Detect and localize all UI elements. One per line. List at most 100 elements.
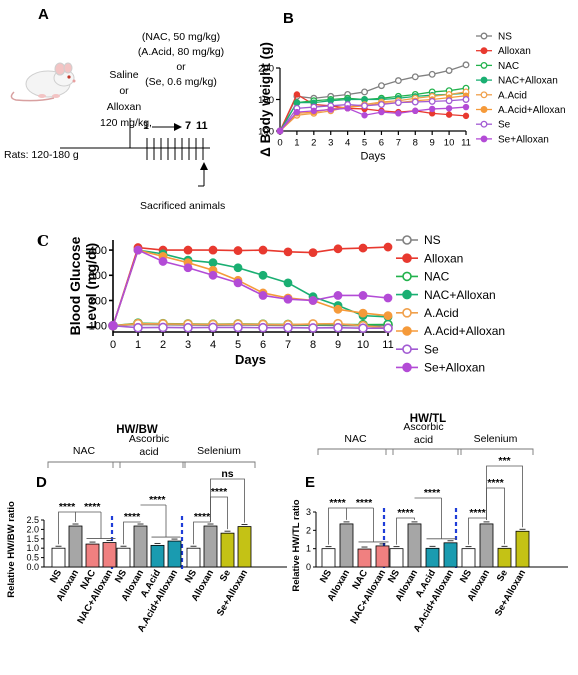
bar <box>375 545 390 568</box>
timeline-diagram <box>60 118 210 187</box>
series-line-se-alloxan <box>279 106 467 132</box>
x-tick-label: 8 <box>310 339 316 351</box>
data-point <box>378 101 385 108</box>
bar <box>116 547 131 568</box>
bar <box>321 548 336 568</box>
y-tick-label: 2 <box>306 525 311 535</box>
x-tick-label: 6 <box>379 138 384 149</box>
x-tick-label: 4 <box>210 339 216 351</box>
x-tick-label: 9 <box>430 138 435 149</box>
x-tick-label: NS <box>386 568 402 585</box>
x-tick-label: 5 <box>235 339 241 351</box>
significance-label: **** <box>397 507 414 519</box>
x-tick-label: 0 <box>277 138 282 149</box>
day-11-label: 11 <box>196 120 208 132</box>
data-point <box>233 278 243 288</box>
bar <box>497 547 512 568</box>
data-point <box>411 73 419 81</box>
legend-entry: Se+Alloxan <box>498 134 549 145</box>
x-tick-label: 6 <box>260 339 266 351</box>
significance-bracket <box>396 517 415 545</box>
significance-label: ns <box>221 468 233 480</box>
panel-letter-e: E <box>305 474 316 491</box>
x-tick-label: 7 <box>396 138 401 149</box>
panel-letter-d: D <box>36 474 47 491</box>
y-tick-label: 200 <box>89 295 107 307</box>
legend-marker <box>480 47 488 55</box>
timeline-ticks <box>146 138 204 160</box>
data-point <box>158 257 168 266</box>
y-tick-label: 100 <box>89 321 107 333</box>
data-point <box>283 278 293 288</box>
data-point <box>383 323 393 334</box>
y-tick-label: 0.5 <box>26 553 39 563</box>
y-tick-label: 300 <box>89 270 107 282</box>
data-point <box>333 244 343 254</box>
legend-entry: Alloxan <box>498 46 531 57</box>
x-tick-label: NS <box>183 568 199 585</box>
data-point <box>395 110 402 117</box>
significance-bracket <box>328 507 347 545</box>
data-point <box>310 107 318 115</box>
x-tick-label: 10 <box>357 339 369 351</box>
data-point <box>258 245 268 255</box>
data-point <box>208 322 218 333</box>
data-point <box>462 103 470 111</box>
series-line-ns <box>279 64 467 132</box>
data-point <box>361 102 368 110</box>
data-point <box>258 270 268 280</box>
legend-entry: A.Acid <box>498 90 527 101</box>
significance-label: **** <box>211 486 228 498</box>
panel-letter-c: C <box>37 232 49 250</box>
y-tick-label: 3 <box>306 507 311 517</box>
x-tick-label: 2 <box>160 339 166 351</box>
significance-label: **** <box>424 487 441 499</box>
bar <box>220 532 235 568</box>
x-tick-label: 0 <box>110 339 116 351</box>
x-axis-label: Days <box>235 352 266 367</box>
data-point <box>383 242 393 252</box>
legend-marker <box>402 326 412 336</box>
data-point <box>308 323 318 333</box>
group-label: NAC <box>73 445 96 457</box>
rats-weight-label: Rats: 120-180 g <box>4 149 79 161</box>
significance-bracket <box>123 521 141 545</box>
bar <box>443 542 458 568</box>
series-line-se-alloxan <box>112 248 389 326</box>
bar <box>389 548 404 568</box>
data-point <box>333 304 343 314</box>
data-point <box>394 77 402 85</box>
legend-marker <box>402 308 412 318</box>
data-point <box>445 97 453 105</box>
sacrificed-animals-label: Sacrificed animals <box>140 200 226 212</box>
group-label: Selenium <box>474 433 518 445</box>
bar <box>407 523 422 568</box>
legend-marker <box>480 120 488 128</box>
legend-marker <box>402 289 412 300</box>
legend-marker <box>402 344 412 354</box>
group-bracket <box>385 448 462 455</box>
series-line-a-acid-alloxan <box>112 249 389 326</box>
data-point <box>462 112 470 120</box>
bar <box>461 548 476 568</box>
legend-entry: NAC+Alloxan <box>424 288 496 302</box>
legend-marker <box>480 106 488 113</box>
data-point <box>428 70 436 78</box>
data-point <box>361 112 368 119</box>
significance-label: **** <box>149 494 166 506</box>
data-point <box>358 243 368 253</box>
significance-label: **** <box>469 507 486 519</box>
legend-marker <box>480 135 488 143</box>
bar <box>203 525 218 568</box>
y-tick-label: 200 <box>258 63 274 74</box>
data-point <box>344 105 351 112</box>
data-point <box>293 99 301 106</box>
chart-c-blood-glucose: 0 1 2 3 4 5 6 7 8 9 10 11 100 200 300 400 Days Blood Gluc… <box>67 234 505 375</box>
data-point <box>208 258 218 268</box>
legend-entry: A.Acid+Alloxan <box>424 324 505 338</box>
data-point <box>183 263 193 273</box>
data-point <box>293 108 301 116</box>
data-point <box>383 311 393 321</box>
x-tick-label: 10 <box>444 138 455 149</box>
